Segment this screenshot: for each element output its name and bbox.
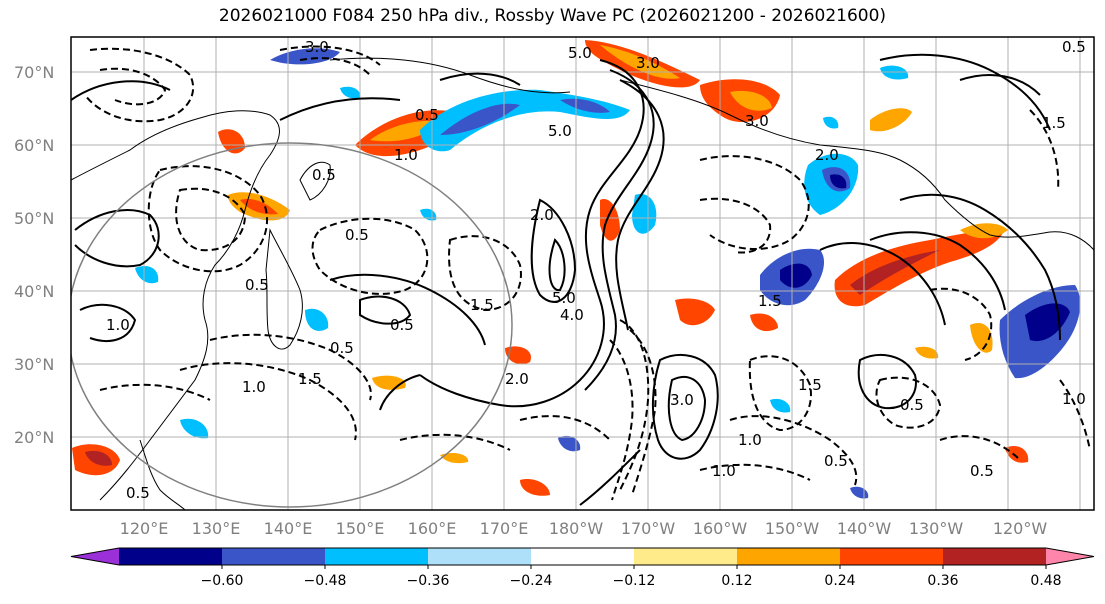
lat-label: 70°N xyxy=(14,63,54,82)
contour-label: 0.5 xyxy=(126,484,150,502)
lat-label: 20°N xyxy=(14,428,54,447)
lon-label: 120°E xyxy=(120,519,169,538)
negative-contours xyxy=(84,45,1091,501)
contour-label: 0.5 xyxy=(415,106,439,124)
contour-label: 0.5 xyxy=(900,396,924,414)
lon-label: 170°E xyxy=(480,519,529,538)
colorbar-tick-label: −0.48 xyxy=(304,573,347,589)
colorbar-segment xyxy=(222,548,326,565)
lat-label: 40°N xyxy=(14,282,54,301)
lon-label: 160°E xyxy=(408,519,457,538)
lon-label: 120°W xyxy=(993,519,1048,538)
lon-label: 130°W xyxy=(909,519,964,538)
contour-label: 1.0 xyxy=(242,378,266,396)
contour-label: 3.0 xyxy=(670,391,694,409)
colorbar-tick-label: 0.48 xyxy=(1030,573,1061,589)
lon-label: 160°W xyxy=(693,519,748,538)
colorbar-tick-label: 0.24 xyxy=(824,573,855,589)
contour-label: 4.0 xyxy=(560,306,584,324)
lat-label: 60°N xyxy=(14,136,54,155)
contour-label: 1.5 xyxy=(298,370,322,388)
colorbar-segment xyxy=(737,548,841,565)
contour-label: 0.5 xyxy=(1062,38,1086,56)
lon-label: 150°W xyxy=(765,519,820,538)
colorbar-segment xyxy=(531,548,635,565)
lon-label: 170°W xyxy=(621,519,676,538)
contour-label: 0.5 xyxy=(390,316,414,334)
colorbar-tick-label: 0.12 xyxy=(721,573,752,589)
colorbar-segment xyxy=(119,548,223,565)
colorbar-tick-label: −0.60 xyxy=(201,573,244,589)
contour-label: 1.5 xyxy=(470,296,494,314)
lon-label: 180°W xyxy=(549,519,604,538)
lat-label: 50°N xyxy=(14,209,54,228)
lon-label: 140°E xyxy=(264,519,313,538)
colorbar-tick-label: 0.36 xyxy=(927,573,958,589)
graticule xyxy=(71,37,1094,510)
contour-label: 3.0 xyxy=(305,38,329,56)
map-frame xyxy=(70,36,1095,511)
colorbar-extend-low xyxy=(71,548,119,565)
positive-contours xyxy=(71,53,1061,506)
coastlines xyxy=(71,57,1094,510)
contour-label: 1.0 xyxy=(394,146,418,164)
colorbar-segment xyxy=(634,548,738,565)
contour-label: 1.0 xyxy=(106,316,130,334)
colorbar-outline xyxy=(70,547,1095,566)
contour-label: 0.5 xyxy=(245,276,269,294)
contour-label: 1.0 xyxy=(738,431,762,449)
colorbar-tick-label: −0.12 xyxy=(613,573,656,589)
contour-label: 1.5 xyxy=(1042,114,1066,132)
contour-labels: 3.0 0.5 5.0 3.0 3.0 0.5 1.5 5.0 1.0 2.0 … xyxy=(106,38,1086,502)
reference-circle xyxy=(71,142,513,508)
contour-label: 0.5 xyxy=(312,166,336,184)
contour-label: 2.0 xyxy=(530,206,554,224)
contour-label: 0.5 xyxy=(824,452,848,470)
lon-label: 130°E xyxy=(192,519,241,538)
contour-label: 5.0 xyxy=(568,44,592,62)
colorbar-extend-high xyxy=(1046,548,1094,565)
colorbar: −0.60 −0.48 −0.36 −0.24 −0.12 0.12 0.24 0.36 0.4… xyxy=(70,547,1095,589)
contour-label: 3.0 xyxy=(636,54,660,72)
map-title: 2026021000 F084 250 hPa div., Rossby Wav… xyxy=(218,6,887,26)
contour-label: 2.0 xyxy=(505,370,529,388)
colorbar-segment xyxy=(325,548,429,565)
colorbar-segment xyxy=(840,548,944,565)
contour-label: 1.5 xyxy=(798,376,822,394)
contour-label: 5.0 xyxy=(548,122,572,140)
colorbar-segment xyxy=(943,548,1047,565)
lon-label: 140°W xyxy=(837,519,892,538)
contour-label: 0.5 xyxy=(330,339,354,357)
lat-label: 30°N xyxy=(14,355,54,374)
contour-label: 1.0 xyxy=(1062,390,1086,408)
colorbar-segment xyxy=(428,548,532,565)
contour-label: 3.0 xyxy=(745,112,769,130)
lon-label: 150°E xyxy=(336,519,385,538)
contour-label: 2.0 xyxy=(815,146,839,164)
colorbar-tick-label: −0.36 xyxy=(407,573,450,589)
contour-label: 1.0 xyxy=(712,462,736,480)
longitude-axis: 120°E 130°E 140°E 150°E 160°E 170°E 180°… xyxy=(120,519,1048,538)
contour-label: 5.0 xyxy=(552,289,576,307)
colorbar-tick-label: −0.24 xyxy=(510,573,553,589)
contour-label: 0.5 xyxy=(970,462,994,480)
contour-label: 1.5 xyxy=(758,292,782,310)
latitude-axis: 70°N 60°N 50°N 40°N 30°N 20°N xyxy=(14,63,54,447)
contour-label: 0.5 xyxy=(345,226,369,244)
